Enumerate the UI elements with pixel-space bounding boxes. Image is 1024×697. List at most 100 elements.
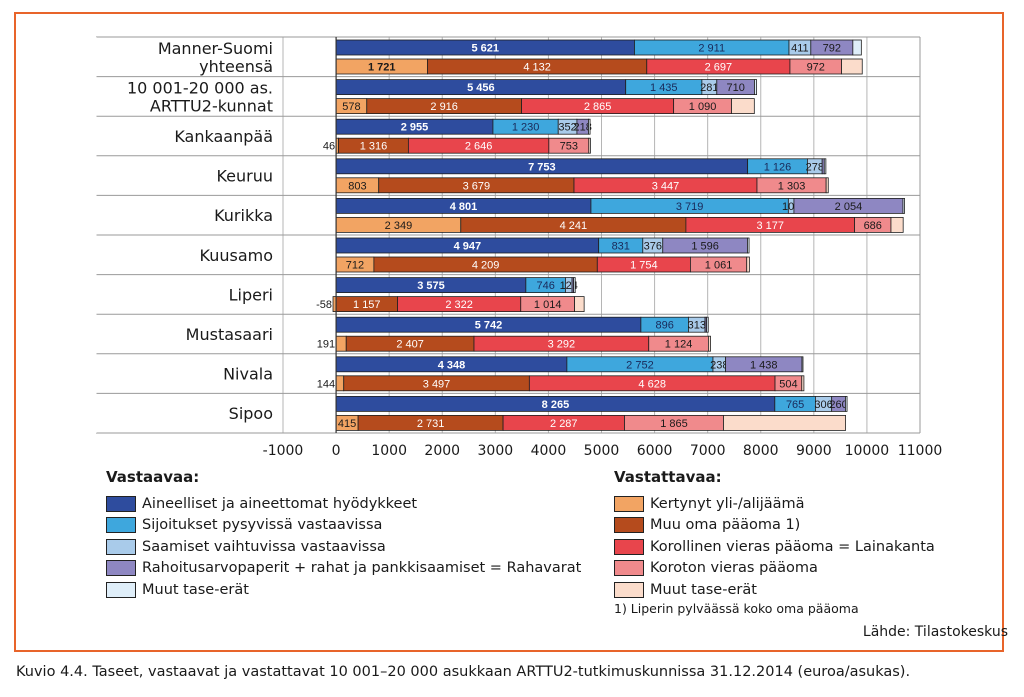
bar-value-label: 411	[791, 43, 809, 55]
bar-value-label: 2 697	[705, 62, 733, 74]
legend-swatch	[106, 517, 136, 534]
legend-swatch	[106, 581, 136, 598]
legend-right: Kertynyt yli-/alijäämä Muu oma pääoma 1) K…	[614, 493, 935, 601]
bar-value-label: 1 316	[360, 141, 388, 153]
legend-left-item: Sijoitukset pysyvissä vastaavissa	[106, 515, 581, 537]
legend-label: Saamiset vaihtuvissa vastaavissa	[142, 538, 386, 555]
bar-value-label: 1 754	[630, 260, 658, 272]
legend-left-item: Aineelliset ja aineettomat hyödykkeet	[106, 493, 581, 515]
bar-value-label: 1 014	[534, 299, 562, 311]
bar-value-label: 3 447	[652, 180, 680, 192]
legend-right-item: Muut tase-erät	[614, 579, 935, 601]
legend-left-item: Muut tase-erät	[106, 579, 581, 601]
legend-label: Muut tase-erät	[142, 581, 249, 598]
bar-value-label: 504	[779, 378, 797, 390]
bar-value-label: 4 132	[523, 62, 551, 74]
bar-segment	[723, 414, 846, 431]
bar-value-label: 2 865	[584, 101, 612, 113]
x-tick-label: 2000	[424, 443, 460, 459]
bar-segment	[825, 177, 829, 194]
category-label: Kuusamo	[200, 246, 274, 265]
bar-value-label: 7 753	[528, 161, 556, 173]
bar-value-label: 712	[346, 260, 364, 272]
legend-title-right: Vastattavaa:	[614, 468, 722, 486]
legend-right-item: Muu oma pääoma 1)	[614, 515, 935, 537]
legend-right-item: Kertynyt yli-/alijäämä	[614, 493, 935, 515]
bar-segment	[588, 118, 591, 135]
bar-value-label: 792	[823, 43, 841, 55]
category-label: Kankaanpää	[174, 127, 273, 146]
category-label: Kurikka	[214, 206, 273, 225]
bar-segment	[852, 39, 862, 56]
legend-label: Kertynyt yli-/alijäämä	[650, 495, 805, 512]
bar-value-label: 1 061	[705, 260, 733, 272]
bar-segment	[801, 356, 804, 373]
legend-title-left: Vastaavaa:	[106, 468, 200, 486]
legend-label: Muut tase-erät	[650, 581, 757, 598]
bar-value-label: 2 349	[385, 220, 413, 232]
bar-value-label: 896	[655, 320, 673, 332]
x-tick-label: 0	[332, 443, 341, 459]
legend-swatch	[106, 495, 136, 512]
bar-value-label: 2 731	[417, 418, 445, 430]
bar-value-label: -58	[316, 299, 332, 311]
bar-value-label: 803	[348, 180, 366, 192]
bar-segment	[574, 296, 585, 313]
bar-value-label: 306	[814, 399, 832, 411]
legend-label: Rahoitusarvopaperit + rahat ja pankkisaa…	[142, 560, 582, 577]
category-label: Manner-Suomi yhteensä	[158, 39, 273, 76]
bar-segment	[706, 316, 709, 333]
legend-swatch	[614, 560, 644, 577]
bar-segment	[845, 395, 848, 412]
bar-value-label: 5 456	[467, 82, 495, 94]
x-tick-label: 4000	[531, 443, 567, 459]
x-tick-label: 1000	[371, 443, 407, 459]
figure-frame	[14, 12, 1004, 652]
legend-swatch	[614, 517, 644, 534]
footnote: 1) Liperin pylväässä koko oma pääoma	[614, 601, 859, 616]
bar-value-label: 4 801	[450, 201, 478, 213]
bar-value-label: 2 955	[401, 122, 429, 134]
bar-value-label: 218	[574, 122, 592, 134]
bar-segment	[754, 79, 758, 95]
bar-value-label: 4 241	[560, 220, 588, 232]
bar-value-label: 710	[726, 82, 744, 94]
bar-value-label: 1 438	[750, 359, 778, 371]
x-tick-label: 7000	[690, 443, 726, 459]
bar-segment	[902, 197, 905, 214]
bar-value-label: 1 230	[512, 122, 540, 134]
bar-value-label: 3 679	[463, 180, 491, 192]
bar-value-label: 191	[317, 339, 335, 351]
legend-swatch	[106, 560, 136, 577]
bar-value-label: 1 126	[764, 161, 792, 173]
bar-value-label: 2 287	[550, 418, 578, 430]
legend-right-item: Koroton vieras pääoma	[614, 558, 935, 580]
bar-segment	[708, 335, 711, 352]
bar-value-label: 765	[786, 399, 804, 411]
bar-segment	[890, 216, 904, 233]
bar-value-label: 746	[536, 280, 554, 292]
legend-label: Aineelliset ja aineettomat hyödykkeet	[142, 495, 418, 512]
bar-value-label: 5 742	[475, 320, 503, 332]
category-label: Sipoo	[229, 404, 273, 423]
bar-value-label: 1 435	[650, 82, 678, 94]
bar-value-label: 144	[317, 378, 335, 390]
bar-value-label: 2 646	[465, 141, 493, 153]
category-label: Liperi	[229, 285, 273, 304]
bar-value-label: 5 621	[472, 43, 500, 55]
bar-segment	[731, 98, 755, 114]
bar-value-label: 2 407	[396, 339, 424, 351]
category-label: 10 001-20 000 as. ARTTU2-kunnat	[127, 78, 273, 115]
bar-value-label: 1 865	[660, 418, 688, 430]
bar-segment	[588, 137, 591, 154]
bar-value-label: 238	[710, 359, 728, 371]
x-tick-label: 8000	[743, 443, 779, 459]
bar-value-label: 352	[558, 122, 576, 134]
bar-value-label: 8 265	[542, 399, 570, 411]
category-label: Mustasaari	[186, 325, 273, 344]
legend-swatch	[614, 538, 644, 555]
bar-value-label: 578	[342, 101, 360, 113]
legend-left-item: Saamiset vaihtuvissa vastaavissa	[106, 536, 581, 558]
bar-value-label: 313	[688, 320, 706, 332]
